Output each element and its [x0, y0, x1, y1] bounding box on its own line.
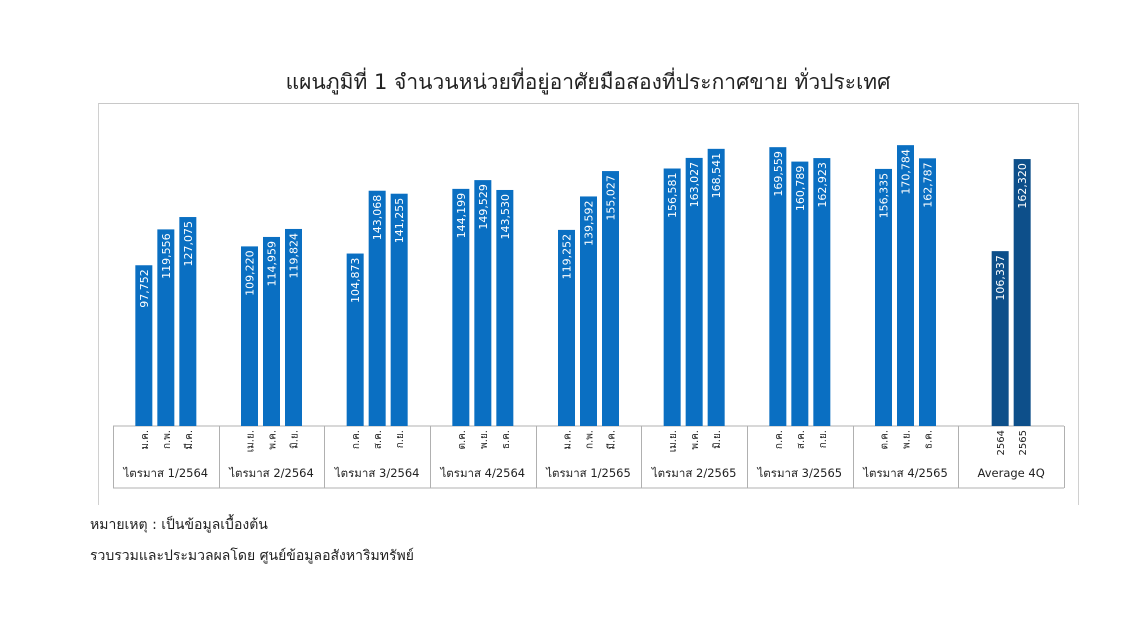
bar-value-label: 141,255: [393, 198, 406, 244]
chart-title: แผนภูมิที่ 1 จำนวนหน่วยที่อยู่อาศัยมือสอ…: [285, 70, 891, 94]
bar: [285, 228, 302, 426]
bar-value-label: 162,320: [1016, 163, 1029, 209]
group-label: ไตรมาส 2/2565: [651, 466, 737, 480]
bar-value-label: 104,873: [349, 258, 362, 304]
bar: [135, 265, 153, 426]
bar-value-label: 97,752: [138, 269, 151, 308]
category-tick-label: ก.ค.: [351, 430, 362, 449]
bar: [241, 246, 258, 426]
category-tick-label: ก.ย.: [395, 430, 406, 448]
category-tick-label: ก.พ.: [585, 430, 596, 449]
category-tick-label: ก.ย.: [818, 430, 829, 448]
category-tick-label: พ.ค.: [268, 430, 279, 450]
category-tick-label: ธ.ค.: [924, 430, 935, 449]
category-tick-label: ธ.ค.: [501, 430, 512, 449]
group-label: Average 4Q: [978, 466, 1045, 480]
category-tick-label: ส.ค.: [373, 430, 384, 449]
group-label: ไตรมาส 3/2565: [757, 466, 843, 480]
bar-value-label: 163,027: [688, 162, 701, 208]
bar: [558, 229, 575, 426]
group-label: ไตรมาส 3/2564: [334, 466, 420, 480]
bar: [602, 171, 619, 426]
bar: [707, 148, 725, 426]
bar-value-label: 127,075: [182, 221, 195, 267]
bar-value-label: 156,581: [666, 173, 679, 219]
category-tick-label: 2564: [996, 430, 1007, 455]
bar-value-label: 155,027: [605, 175, 618, 221]
category-tick-label: 2565: [1018, 430, 1029, 455]
chart-frame: [98, 103, 1079, 505]
bar: [897, 145, 914, 426]
bar: [791, 161, 809, 426]
group-label: ไตรมาส 1/2564: [123, 466, 209, 480]
bar-value-label: 156,335: [878, 173, 891, 219]
bar: [813, 158, 831, 426]
bar-value-label: 149,529: [477, 184, 490, 230]
category-tick-label: มิ.ย.: [712, 430, 723, 449]
bar-value-label: 143,530: [499, 194, 512, 240]
bar: [179, 217, 197, 426]
group-label: ไตรมาส 4/2565: [862, 466, 948, 480]
bar-value-label: 170,784: [900, 149, 913, 195]
bar: [346, 253, 364, 426]
bar-value-label: 162,923: [816, 162, 829, 208]
category-tick-label: ก.พ.: [162, 430, 173, 449]
bar: [685, 157, 703, 427]
bar: [263, 236, 280, 426]
category-tick-label: ต.ค.: [457, 430, 468, 450]
category-tick-label: มิ.ย.: [290, 430, 301, 449]
bar-value-label: 106,337: [994, 255, 1007, 301]
bar-value-label: 139,592: [583, 200, 596, 246]
remark-note: หมายเหตุ : เป็นข้อมูลเบื้องต้น: [90, 517, 268, 533]
bar: [1013, 159, 1031, 426]
category-tick-label: มี.ค.: [606, 430, 618, 450]
bar-value-label: 119,824: [288, 233, 301, 279]
category-tick-label: เม.ย.: [246, 430, 257, 452]
category-tick-label: พ.ย.: [902, 430, 913, 449]
bar: [919, 158, 936, 426]
bar-value-label: 144,199: [455, 193, 468, 239]
category-tick-label: พ.ค.: [690, 430, 701, 450]
bar-value-label: 143,068: [371, 195, 384, 241]
group-label: ไตรมาส 4/2564: [440, 466, 526, 480]
bar: [390, 193, 408, 426]
bar-value-label: 169,559: [772, 151, 785, 197]
category-tick-label: ม.ค.: [563, 430, 574, 450]
category-tick-label: ม.ค.: [140, 430, 151, 450]
bar: [991, 251, 1009, 426]
category-tick-label: ต.ค.: [880, 430, 891, 450]
bar-value-label: 109,220: [244, 250, 257, 296]
bar: [368, 190, 386, 426]
bar-value-label: 119,252: [561, 234, 574, 280]
category-tick-label: พ.ย.: [479, 430, 490, 449]
category-tick-label: ก.ค.: [774, 430, 785, 449]
bar: [580, 196, 597, 426]
bar-value-label: 114,959: [266, 241, 279, 286]
bar: [663, 168, 681, 427]
group-label: ไตรมาส 2/2564: [228, 466, 314, 480]
bar-value-label: 160,789: [794, 166, 807, 212]
bar-value-label: 162,787: [922, 162, 935, 208]
bar: [157, 229, 175, 426]
bar: [496, 189, 514, 426]
bar: [452, 188, 470, 426]
bar: [769, 147, 787, 426]
bar-value-label: 119,556: [160, 233, 173, 278]
bar: [875, 168, 892, 426]
category-tick-label: ส.ค.: [796, 430, 807, 449]
category-tick-label: มี.ค.: [183, 430, 195, 450]
bar-value-label: 168,541: [710, 153, 723, 199]
bar: [474, 180, 492, 426]
source-note: รวบรวมและประมวลผลโดย ศูนย์ข้อมูลอสังหาริ…: [90, 548, 414, 564]
category-tick-label: เม.ย.: [668, 430, 679, 452]
group-label: ไตรมาส 1/2565: [545, 466, 631, 480]
